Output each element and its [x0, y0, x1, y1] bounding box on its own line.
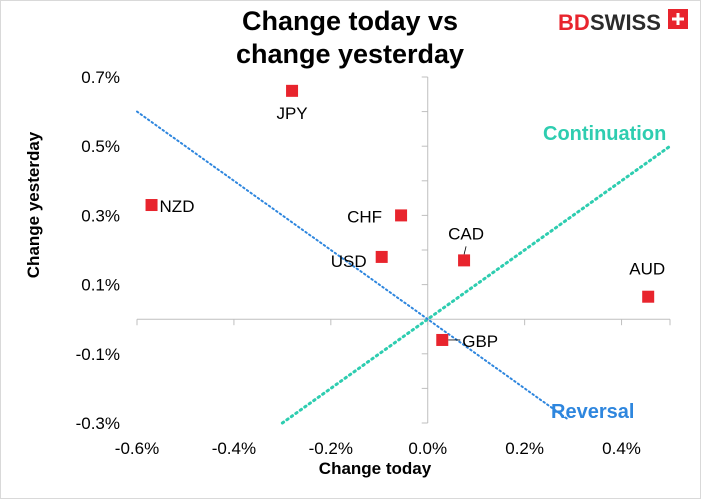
x-tick-label: -0.6%	[115, 439, 159, 458]
point-usd	[375, 250, 388, 263]
point-cad	[458, 254, 471, 267]
y-tick-label: -0.1%	[76, 345, 120, 364]
leader-line	[463, 246, 467, 255]
x-tick-label: -0.4%	[212, 439, 256, 458]
point-jpy	[286, 84, 299, 97]
y-tick-label: 0.1%	[81, 276, 120, 295]
logo-text-swiss: SWISS	[590, 10, 661, 35]
logo-cross-icon	[672, 13, 684, 25]
point-aud	[642, 290, 655, 303]
point-label-cad: CAD	[448, 224, 484, 243]
point-nzd	[145, 199, 158, 212]
x-tick-label: 0.0%	[408, 439, 447, 458]
point-label-jpy: JPY	[276, 104, 307, 123]
point-label-chf: CHF	[347, 207, 382, 226]
y-ticks: -0.3% -0.1% 0.1% 0.3% 0.5% 0.7%	[76, 68, 428, 433]
point-label-aud: AUD	[629, 260, 665, 279]
y-tick-label: 0.5%	[81, 137, 120, 156]
y-tick-label: 0.7%	[81, 68, 120, 87]
point-label-nzd: NZD	[160, 197, 195, 216]
reversal-annotation: Reversal	[551, 401, 634, 423]
y-tick-label: -0.3%	[76, 414, 120, 433]
point-gbp	[436, 333, 449, 346]
bdswiss-logo: BD SWISS	[558, 9, 688, 35]
reference-lines	[136, 110, 672, 425]
chart-title-line-2: change yesterday	[236, 39, 464, 69]
data-points: JPY NZD CHF USD CAD AUD GBP	[145, 84, 665, 351]
chart-title-line-1: Change today vs	[242, 6, 458, 36]
y-axis-title: Change yesterday	[24, 131, 43, 278]
x-axis-title: Change today	[319, 459, 432, 478]
point-label-usd: USD	[331, 252, 367, 271]
x-tick-label: -0.2%	[309, 439, 353, 458]
x-tick-label: 0.2%	[505, 439, 544, 458]
x-tick-label: 0.4%	[602, 439, 641, 458]
continuation-line	[280, 144, 672, 425]
point-chf	[395, 209, 408, 222]
reversal-line	[136, 110, 570, 421]
y-tick-label: 0.3%	[81, 206, 120, 225]
x-ticks: -0.6% -0.4% -0.2% 0.0% 0.2% 0.4%	[115, 319, 671, 458]
point-label-gbp: GBP	[462, 332, 498, 351]
continuation-annotation: Continuation	[543, 123, 666, 145]
logo-text-bd: BD	[558, 10, 590, 35]
